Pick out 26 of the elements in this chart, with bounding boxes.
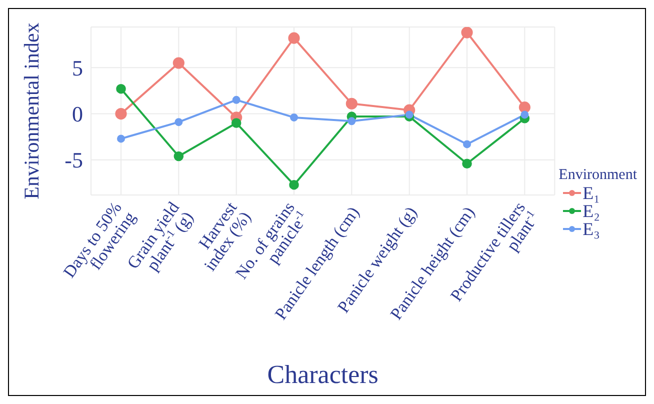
y-tick-label: -5 [64,148,83,173]
point [231,118,242,128]
point [290,113,298,122]
x-axis-title: Characters [267,360,378,389]
point [232,96,240,104]
point [174,118,183,126]
point [172,57,184,69]
point [116,84,126,94]
point [115,108,127,120]
point [117,134,125,143]
point [461,27,473,38]
y-tick-label: 0 [72,102,83,127]
point [405,110,414,119]
point [174,151,184,162]
legend-label: E₁ [582,182,600,202]
point [520,110,529,119]
y-tick-label: 5 [72,55,83,80]
point [463,140,472,148]
point [346,98,358,110]
point [348,117,356,126]
point [288,32,300,44]
point [289,180,299,190]
point [518,102,530,114]
point [462,158,472,169]
legend-title: Environment [558,166,637,184]
y-axis-title: Environmental index [19,22,44,200]
